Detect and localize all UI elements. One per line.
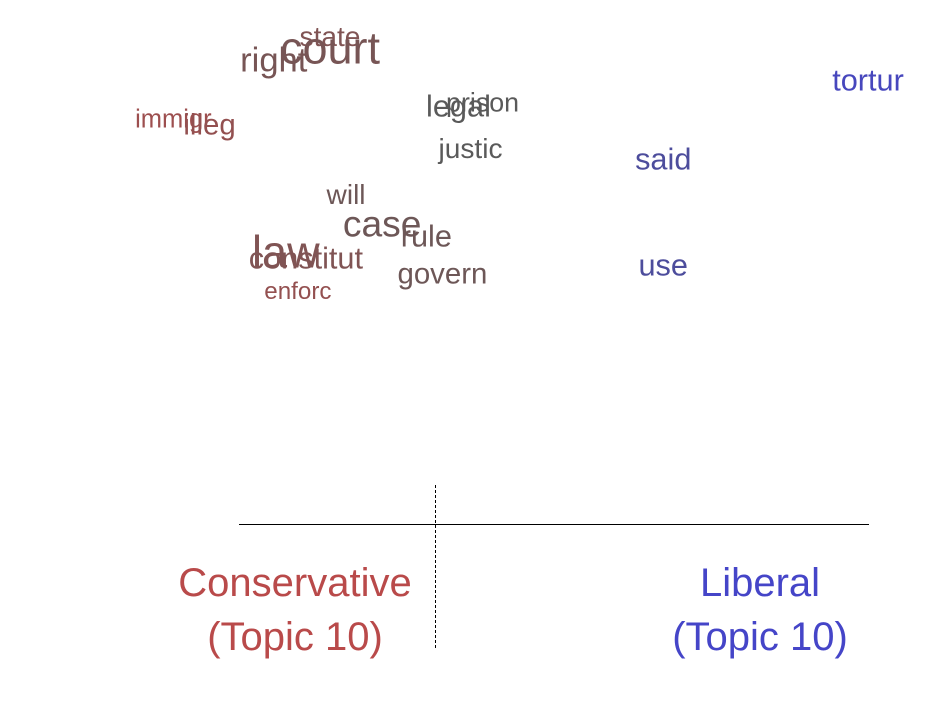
word-label-illeg: illeg	[183, 108, 236, 142]
word-label-justic: justic	[438, 132, 503, 164]
word-label-said: said	[635, 141, 692, 177]
liberal-pole-label: Liberal (Topic 10)	[650, 556, 870, 664]
word-label-tortur: tortur	[832, 62, 904, 98]
word-label-enforc: enforc	[264, 277, 332, 305]
word-label-court: court	[279, 22, 381, 74]
x-axis-line	[239, 524, 869, 525]
word-label-govern: govern	[397, 257, 488, 291]
topic-divider-line	[435, 485, 436, 648]
word-label-legal: legal	[426, 88, 491, 124]
word-label-rule: rule	[400, 218, 452, 254]
liberal-label: Liberal	[699, 561, 821, 605]
word-label-immigr: immigr	[135, 105, 212, 134]
liberal-topic-label: (Topic 10)	[672, 615, 848, 659]
word-label-use: use	[638, 247, 688, 283]
conservative-pole-label: Conservative (Topic 10)	[168, 556, 422, 664]
word-label-law: law	[252, 226, 320, 278]
conservative-label: Conservative	[178, 561, 412, 605]
word-label-will: will	[326, 179, 366, 211]
word-label-state: state	[299, 20, 361, 52]
word-label-constitut: constitut	[248, 240, 364, 276]
conservative-topic-label: (Topic 10)	[207, 615, 383, 659]
word-label-case: case	[342, 202, 422, 245]
word-label-right: right	[240, 41, 308, 80]
word-label-prison: prison	[446, 87, 520, 118]
